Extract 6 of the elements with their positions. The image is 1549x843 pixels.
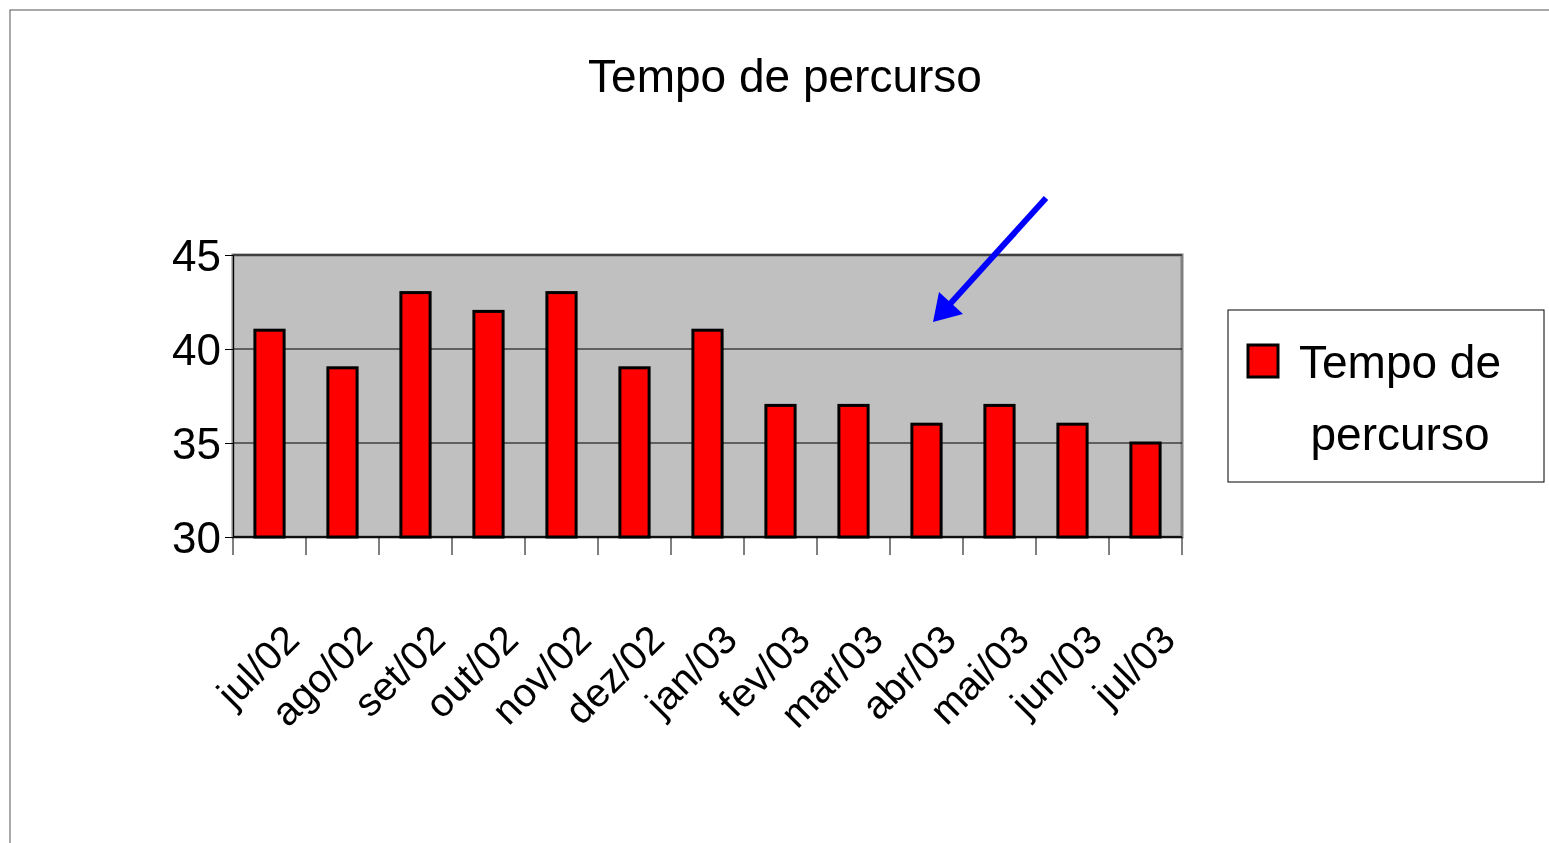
y-tick-label: 35 [172, 418, 221, 468]
y-tick-label: 30 [172, 512, 221, 562]
y-tick-label: 40 [172, 324, 221, 374]
chart-title: Tempo de percurso [588, 50, 982, 102]
y-tick-label: 45 [172, 230, 221, 280]
legend-label: Tempo de percurso [1298, 336, 1502, 460]
